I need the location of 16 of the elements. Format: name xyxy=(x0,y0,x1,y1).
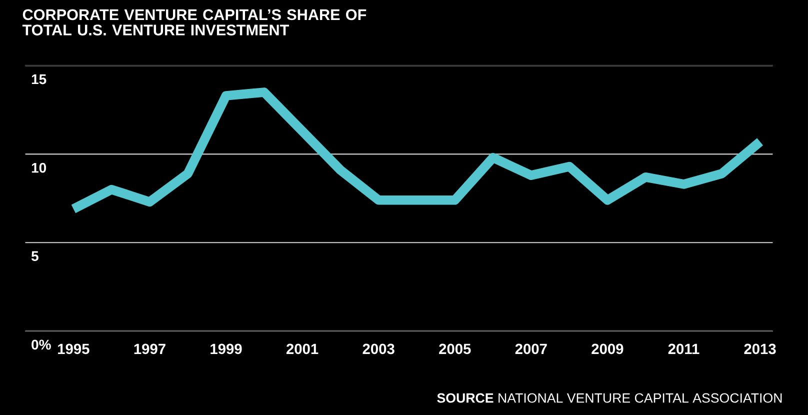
chart-title: CORPORATE VENTURE CAPITAL’S SHARE OF TOTAL U.S. VENTURE INVESTMENT xyxy=(22,9,366,36)
x-tick-label: 2007 xyxy=(515,344,547,354)
y-tick-label: 5 xyxy=(31,251,38,262)
text: SOURCE NATIONAL VENTURE CAPITAL ASSOCIATION xyxy=(437,393,782,403)
x-tick-label: 2003 xyxy=(362,344,394,354)
x-tick-label: 1999 xyxy=(210,344,242,354)
x-tick-label: 1997 xyxy=(134,344,166,354)
x-tick-label: 2011 xyxy=(668,344,700,354)
y-tick-label: 0% xyxy=(32,340,51,350)
x-tick-label: 2001 xyxy=(286,344,318,354)
y-tick-label: 15 xyxy=(32,74,46,84)
x-tick-label: 1995 xyxy=(58,344,90,354)
y-tick-label: 10 xyxy=(32,162,46,173)
x-tick-label: 2013 xyxy=(744,344,776,354)
x-tick-label: 2005 xyxy=(439,344,471,354)
x-tick-label: 2009 xyxy=(592,344,624,354)
